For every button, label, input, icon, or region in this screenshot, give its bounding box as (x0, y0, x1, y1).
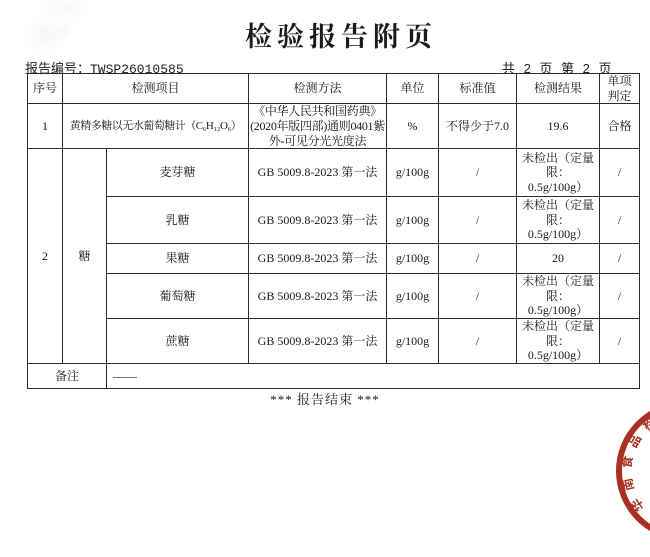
svg-text:南: 南 (616, 477, 637, 494)
svg-text:华: 华 (625, 495, 648, 516)
svg-text:检: 检 (638, 412, 650, 435)
svg-text:食: 食 (616, 454, 637, 470)
svg-text:品: 品 (622, 430, 645, 450)
